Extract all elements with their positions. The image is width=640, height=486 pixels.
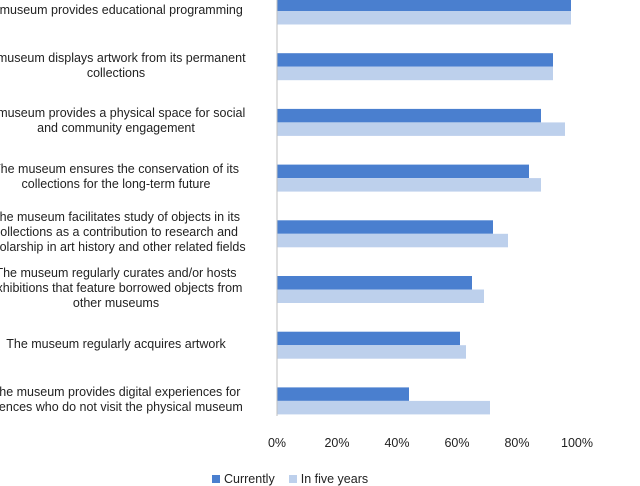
bar-currently-2 [277, 108, 541, 123]
legend-swatch [288, 475, 297, 483]
bar-in-five-years-6 [277, 345, 466, 359]
category-label-2: e museum provides a physical space for s… [0, 106, 266, 136]
bar-currently-6 [277, 331, 460, 346]
category-label-3: The museum ensures the conservation of i… [0, 162, 266, 192]
category-label-7: The museum provides digital experiences … [0, 385, 266, 415]
category-label-line: other museums [72, 296, 160, 310]
category-label-line: The museum ensures the conservation of i… [0, 162, 239, 177]
legend-item-currently: Currently [212, 472, 275, 486]
x-tick-label: 40% [384, 436, 410, 450]
category-label-5: The museum regularly curates and/or host… [0, 266, 266, 311]
x-tick-label: 80% [504, 436, 530, 450]
bar-currently-7 [277, 387, 409, 401]
category-label-line: and community engagement [37, 121, 195, 136]
category-label-6: The museum regularly acquires artwork [0, 337, 266, 352]
category-label-line: The museum facilitates study of objects … [0, 210, 241, 225]
bar-in-five-years-0 [277, 11, 571, 25]
bar-currently-0 [277, 0, 571, 11]
chart-legend: Currently In five years [212, 472, 368, 486]
category-label-line: e museum provides a physical space for s… [0, 106, 246, 121]
category-label-4: The museum facilitates study of objects … [0, 210, 266, 255]
bar-in-five-years-3 [277, 178, 541, 192]
bar-in-five-years-4 [277, 233, 508, 248]
x-tick-label: 100% [561, 436, 593, 450]
bar-in-five-years-7 [277, 400, 490, 415]
legend-label: In five years [300, 472, 369, 486]
category-label-line: diences who do not visit the physical mu… [0, 399, 243, 414]
bar-in-five-years-1 [277, 66, 553, 81]
x-tick-label: 0% [267, 436, 287, 450]
category-label-line: cholarship in art history and other rela… [0, 240, 246, 255]
bar-in-five-years-2 [277, 122, 565, 136]
legend-label: Currently [224, 472, 275, 486]
category-label-line: The museum provides digital experiences … [0, 384, 241, 399]
category-label-0: e museum provides educational programmin… [0, 3, 266, 18]
category-label-line: exhibitions that feature borrowed object… [0, 281, 243, 295]
category-label-line: The museum regularly acquires artwork [6, 336, 226, 351]
category-label-1: e museum displays artwork from its perma… [0, 51, 266, 81]
bar-currently-1 [277, 53, 553, 67]
category-label-line: collections [86, 65, 146, 80]
legend-swatch [212, 475, 220, 483]
category-label-line: e museum displays artwork from its perma… [0, 50, 246, 65]
bar-currently-5 [277, 276, 472, 290]
bar-in-five-years-5 [277, 289, 484, 303]
bar-currently-4 [277, 220, 493, 234]
legend-item-in-five-years: In five years [288, 472, 369, 486]
category-label-line: e museum provides educational programmin… [0, 2, 243, 17]
category-label-line: collections as a contribution to researc… [0, 225, 238, 240]
category-label-line: The museum regularly curates and/or host… [0, 266, 237, 280]
x-tick-label: 20% [324, 436, 350, 450]
x-tick-label: 60% [444, 436, 470, 450]
bar-currently-3 [277, 164, 529, 179]
category-label-line: collections for the long-term future [21, 177, 211, 192]
